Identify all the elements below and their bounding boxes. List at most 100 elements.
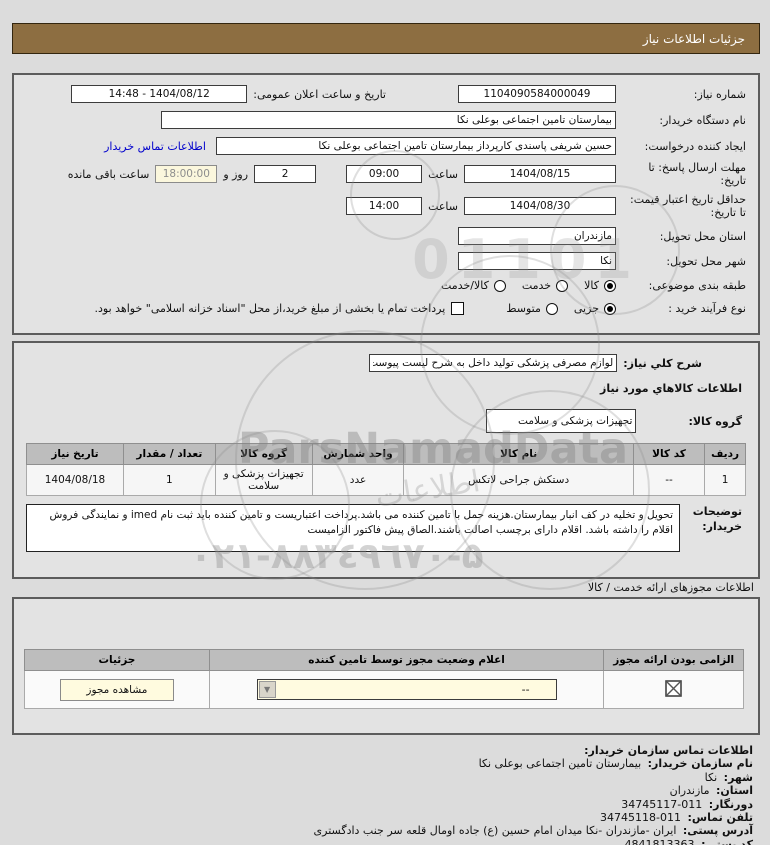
col-need-date: تاریخ نیاز [26,443,124,465]
radio-medium-icon[interactable] [545,302,558,315]
permits-header-row: الزامی بودن ارائه مجوز اعلام وضعیت مجوز … [24,649,744,671]
contact-phone-row: تلفن تماس: 011-34745118 [600,811,753,825]
need-number-input[interactable] [458,85,616,103]
need-number-row: شماره نیاز: تاریخ و ساعت اعلان عمومی: [26,85,746,103]
deadline-row: مهلت ارسال پاسخ: تا تاریخ: ساعت روز و سا… [26,161,746,187]
col-quantity: تعداد / مقدار [122,443,216,465]
need-info-panel: شماره نیاز: تاریخ و ساعت اعلان عمومی: نا… [12,73,760,335]
goods-section-heading: اطلاعات کالاهاي مورد نیاز [600,382,742,395]
remaining-label: ساعت باقی مانده [67,167,150,181]
view-permit-button[interactable]: مشاهده مجوز [59,678,174,701]
permits-heading: اطلاعات مجوزهای ارائه خدمت / کالا [587,581,754,594]
deadline-hour-label: ساعت [428,167,458,181]
goods-panel: شرح کلي نیاز: اطلاعات کالاهاي مورد نیاز … [12,341,760,579]
radio-minor-label: جزیی [573,302,599,315]
validity-time-input[interactable] [346,197,423,215]
permit-required-cell [603,670,744,709]
col-item-name: نام کالا [403,443,634,465]
classification-row: طبقه بندی موضوعی: کالا خدمت کالا/خدمت [26,279,746,292]
chevron-down-icon[interactable]: ▼ [258,681,276,698]
creator-input[interactable] [216,137,616,155]
deadline-label: مهلت ارسال پاسخ: تا تاریخ: [648,161,746,187]
announce-label: تاریخ و ساعت اعلان عمومی: [253,87,386,101]
item-need-date: 1404/08/18 [26,464,124,496]
item-group: تجهیزات پزشکی و سلامت [214,464,313,496]
buyer-org-row: نام دستگاه خریدار: [26,111,746,129]
radio-goods-service-icon[interactable] [493,279,506,292]
province-input[interactable] [458,227,616,245]
buyer-org-label: نام دستگاه خریدار: [659,113,746,127]
province-label: استان محل تحویل: [659,229,746,243]
permits-table: الزامی بودن ارائه مجوز اعلام وضعیت مجوز … [24,649,744,709]
radio-medium[interactable]: متوسط [506,302,558,315]
permit-status-select[interactable]: -- ▼ [256,679,557,700]
radio-minor[interactable]: جزیی [574,302,616,315]
goods-group-input[interactable] [486,409,637,433]
creator-row: ایجاد کننده درخواست: اطلاعات تماس خریدار [26,137,746,155]
buyer-contact-block: اطلاعات تماس سازمان خریدار: نام سازمان خ… [14,744,756,845]
item-row-number: 1 [704,464,746,496]
item-code: -- [632,464,706,496]
page-title-text: جزئیات اطلاعات نیاز [642,31,745,46]
permit-status-value: -- [521,683,530,696]
buyer-org-input[interactable] [161,111,616,129]
col-group: گروه کالا [214,443,313,465]
remaining-time-input [155,165,218,183]
deadline-time-input[interactable] [346,165,423,183]
permit-status-cell: -- ▼ [208,670,605,709]
col-row-number: ردیف [704,443,746,465]
days-and-label: روز و [223,167,249,181]
radio-goods[interactable]: کالا [584,279,616,292]
page-title: جزئیات اطلاعات نیاز [12,23,760,54]
col-permit-status: اعلام وضعیت مجوز توسط تامین کننده [208,649,605,671]
goods-group-row: گروه کالا: [26,409,746,433]
validity-label: حداقل تاریخ اعتبار قیمت: تا تاریخ: [630,193,746,219]
goods-group-label: گروه کالا: [688,414,742,428]
permits-panel: الزامی بودن ارائه مجوز اعلام وضعیت مجوز … [12,597,760,735]
process-type-row: نوع فرآیند خرید : جزیی متوسط پرداخت تمام… [26,302,746,315]
city-row: شهر محل تحویل: [26,252,746,270]
validity-row: حداقل تاریخ اعتبار قیمت: تا تاریخ: ساعت [26,193,746,219]
remaining-days-input[interactable] [254,165,317,183]
contact-postal-row: کد پستی: 4841813363 [624,837,753,845]
radio-service-label: خدمت [521,279,552,292]
radio-minor-icon[interactable] [604,302,616,315]
deadline-date-input[interactable] [464,165,616,183]
item-row: 1 -- دستکش جراحی لاتکس عدد تجهیزات پزشکی… [26,464,746,496]
need-desc-label: شرح کلي نیاز: [623,356,702,370]
city-label: شهر محل تحویل: [666,254,746,268]
buyer-notes-box: تحویل و تخلیه در کف انبار بیمارستان.هزین… [26,504,680,552]
contact-org-row: نام سازمان خریدار: بیمارستان تامین اجتما… [478,757,753,771]
treasury-checkbox[interactable] [451,302,465,315]
radio-goods-label: کالا [584,279,599,292]
radio-service[interactable]: خدمت [521,279,569,292]
classification-label: طبقه بندی موضوعی: [648,279,746,292]
radio-goods-service-label: کالا/خدمت [441,279,489,292]
process-type-label: نوع فرآیند خرید : [668,302,746,315]
item-quantity: 1 [122,464,216,496]
validity-hour-label: ساعت [428,199,458,213]
permit-row: -- ▼ مشاهده مجوز [24,670,744,709]
permit-required-checkbox[interactable] [665,679,683,700]
item-unit: عدد [311,464,405,496]
radio-service-icon[interactable] [556,279,569,292]
buyer-notes-row: توضیحات خریدار: تحویل و تخلیه در کف انبا… [26,504,746,552]
col-item-code: کد کالا [632,443,706,465]
city-input[interactable] [458,252,616,270]
buyer-notes-label: توضیحات خریدار: [692,505,742,533]
checked-x-icon [665,679,683,697]
validity-date-input[interactable] [464,197,616,215]
permit-details-cell: مشاهده مجوز [24,670,210,709]
treasury-note: پرداخت تمام یا بخشی از مبلغ خرید،از محل … [94,302,446,315]
col-permit-details: جزئیات [24,649,210,671]
radio-goods-service[interactable]: کالا/خدمت [441,279,506,292]
radio-goods-icon[interactable] [604,279,616,292]
item-name: دستکش جراحی لاتکس [403,464,634,496]
need-desc-row: شرح کلي نیاز: [26,354,746,372]
treasury-checkbox-icon[interactable] [451,302,465,315]
need-number-label: شماره نیاز: [693,87,746,101]
contact-address-row: آدرس پستی: ایران -مازندران -نکا میدان ام… [313,824,753,838]
announce-datetime-input[interactable] [71,85,248,103]
buyer-contact-link[interactable]: اطلاعات تماس خریدار [104,139,206,153]
need-desc-input[interactable] [369,354,618,372]
